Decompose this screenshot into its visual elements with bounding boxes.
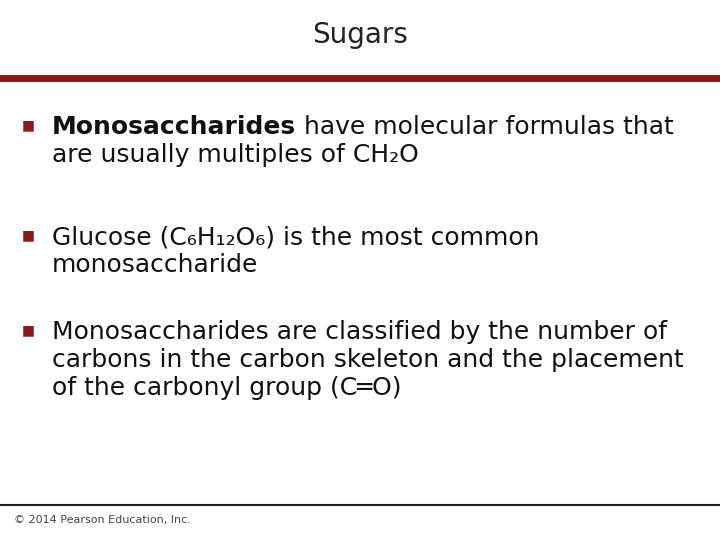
Text: Monosaccharides are classified by the number of: Monosaccharides are classified by the nu…: [52, 320, 667, 344]
Text: Sugars: Sugars: [312, 21, 408, 49]
Text: ■: ■: [22, 119, 35, 133]
Text: Monosaccharides: Monosaccharides: [52, 115, 296, 139]
Text: of the carbonyl group (C═O): of the carbonyl group (C═O): [52, 376, 402, 400]
Text: © 2014 Pearson Education, Inc.: © 2014 Pearson Education, Inc.: [14, 515, 191, 525]
Text: monosaccharide: monosaccharide: [52, 253, 258, 277]
Text: ■: ■: [22, 228, 35, 242]
Text: Glucose (C₆H₁₂O₆) is the most common: Glucose (C₆H₁₂O₆) is the most common: [52, 225, 539, 249]
Text: are usually multiples of CH₂O: are usually multiples of CH₂O: [52, 143, 419, 167]
Text: ■: ■: [22, 323, 35, 338]
Text: carbons in the carbon skeleton and the placement: carbons in the carbon skeleton and the p…: [52, 348, 684, 372]
Text: have molecular formulas that: have molecular formulas that: [296, 115, 674, 139]
